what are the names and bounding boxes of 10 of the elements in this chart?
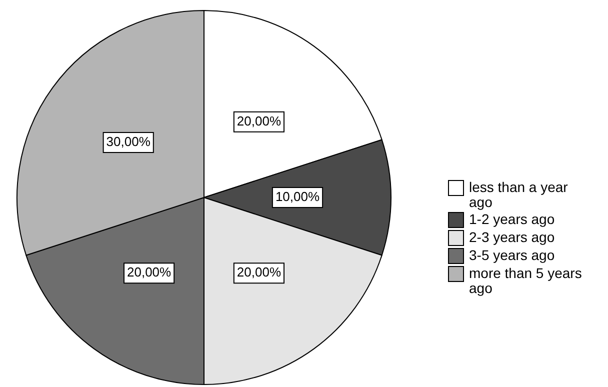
legend-label: less than a year ago — [469, 179, 569, 210]
data-label: 20,00% — [236, 113, 282, 128]
legend-label: 1-2 years ago — [469, 211, 556, 227]
legend-label: more than 5 years ago — [469, 265, 583, 296]
legend-label: 3-5 years ago — [469, 247, 556, 263]
legend-label: 2-3 years ago — [469, 229, 556, 245]
data-label: 20,00% — [126, 264, 172, 280]
data-label: 30,00% — [106, 134, 151, 150]
data-label: 10,00% — [275, 189, 320, 204]
data-label: 20,00% — [236, 264, 282, 280]
